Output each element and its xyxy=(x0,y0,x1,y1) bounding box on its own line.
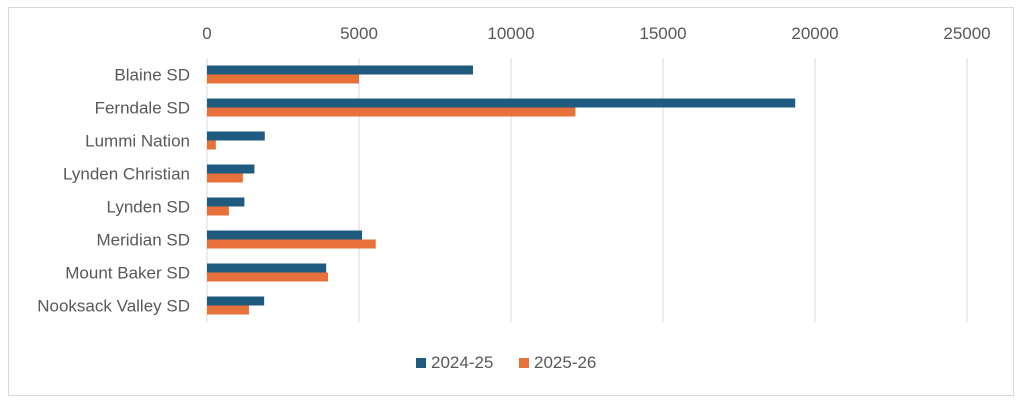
bar-2025-26-meridian-sd xyxy=(207,239,376,249)
bar-2024-25-nooksack-valley-sd xyxy=(207,296,265,306)
x-tick-label: 10000 xyxy=(487,24,534,43)
category-label: Mount Baker SD xyxy=(65,264,190,283)
legend-swatch xyxy=(519,358,529,368)
chart-frame: 0 5000 10000 15000 20000 25000 Blaine SD Fernd… xyxy=(8,7,1014,396)
bar-2025-26-ferndale-sd xyxy=(207,107,576,117)
x-tick-label: 15000 xyxy=(639,24,686,43)
legend: 2024-25 2025-26 xyxy=(416,353,596,372)
bar-2024-25-meridian-sd xyxy=(207,230,363,240)
bar-2025-26-lynden-christian xyxy=(207,173,243,183)
bars xyxy=(207,65,796,315)
bar-2025-26-nooksack-valley-sd xyxy=(207,305,249,315)
bar-2024-25-blaine-sd xyxy=(207,65,473,75)
category-label: Lynden Christian xyxy=(63,165,190,184)
bar-2025-26-lummi-nation xyxy=(207,140,216,150)
bar-2025-26-lynden-sd xyxy=(207,206,229,216)
legend-swatch xyxy=(416,358,426,368)
category-label: Ferndale SD xyxy=(95,99,190,118)
x-tick-labels: 0 5000 10000 15000 20000 25000 xyxy=(202,24,990,43)
legend-label: 2024-25 xyxy=(431,353,493,372)
category-label: Lynden SD xyxy=(107,198,190,217)
category-label: Nooksack Valley SD xyxy=(37,297,190,316)
category-label: Lummi Nation xyxy=(85,132,190,151)
bar-chart: 0 5000 10000 15000 20000 25000 Blaine SD Fernd… xyxy=(37,24,990,372)
bar-2024-25-lummi-nation xyxy=(207,131,265,141)
x-tick-label: 20000 xyxy=(791,24,838,43)
bar-2025-26-blaine-sd xyxy=(207,74,359,84)
category-label: Blaine SD xyxy=(114,66,190,85)
category-label: Meridian SD xyxy=(96,231,190,250)
x-tick-label: 25000 xyxy=(943,24,990,43)
bar-2024-25-ferndale-sd xyxy=(207,98,796,108)
category-labels: Blaine SD Ferndale SD Lummi Nation Lynden C… xyxy=(37,66,190,316)
legend-label: 2025-26 xyxy=(534,353,596,372)
bar-2025-26-mount-baker-sd xyxy=(207,272,328,282)
x-tick-label: 5000 xyxy=(340,24,378,43)
gridlines xyxy=(206,58,968,322)
x-tick-label: 0 xyxy=(202,24,211,43)
bar-2024-25-lynden-sd xyxy=(207,197,245,207)
bar-2024-25-mount-baker-sd xyxy=(207,263,327,273)
bar-2024-25-lynden-christian xyxy=(207,164,255,174)
